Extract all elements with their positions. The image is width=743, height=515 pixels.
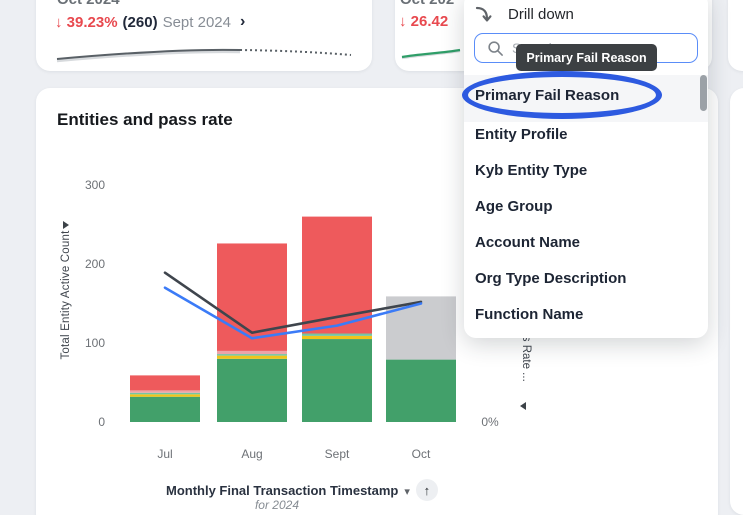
kpi-period: Oct 202: [400, 0, 454, 8]
sort-ascending-button[interactable]: ↑: [415, 479, 438, 501]
bar-green-segment[interactable]: [130, 396, 200, 422]
blue-line[interactable]: [163, 286, 423, 340]
bar-teal-segment[interactable]: [302, 333, 372, 336]
bar-gold-segment[interactable]: [302, 335, 372, 340]
bar-pink-segment[interactable]: [130, 390, 200, 393]
left-axis-tick: 100: [85, 336, 105, 350]
bar-green-segment[interactable]: [386, 359, 456, 422]
left-axis-label: Total Entity Active Count: [60, 230, 72, 360]
bar-gold-segment[interactable]: [130, 394, 200, 397]
x-axis-tick: Aug: [241, 447, 262, 461]
menu-item-primary-fail-reason[interactable]: Primary Fail Reason: [475, 87, 620, 104]
menu-item-function-name[interactable]: Function Name: [475, 306, 584, 323]
x-axis-tick: Jul: [157, 447, 172, 461]
menu-item-account-name[interactable]: Account Name: [475, 234, 581, 251]
axis-expand-right-icon[interactable]: [63, 221, 69, 229]
kpi-compare-period: Sept 2024: [162, 13, 231, 31]
x-axis-tick: Oct: [412, 447, 431, 461]
tooltip: Primary Fail Reason: [516, 44, 657, 71]
dark-line[interactable]: [163, 271, 423, 335]
entities-pass-rate-chart: 0 100 200 300 Jul Aug Sept Oct 0%: [85, 178, 499, 461]
x-axis-label[interactable]: Monthly Final Transaction Timestamp: [166, 482, 399, 498]
kpi-card-third-sliver: [728, 0, 743, 71]
x-axis-subtitle: for 2024: [254, 498, 300, 512]
menu-item-age-group[interactable]: Age Group: [475, 198, 553, 215]
right-axis-tick: 0%: [481, 415, 499, 429]
kpi-delta: ↓ 39.23%: [55, 13, 118, 31]
axis-collapse-left-icon[interactable]: [520, 402, 526, 410]
x-axis-tick: Sept: [325, 447, 350, 461]
bar-gold-segment[interactable]: [217, 355, 287, 359]
caret-down-icon[interactable]: ▾: [404, 485, 410, 498]
search-icon: [487, 40, 504, 57]
left-axis-tick: 0: [98, 415, 105, 429]
scrollbar-thumb[interactable]: [700, 75, 707, 111]
menu-item-org-type-description[interactable]: Org Type Description: [475, 270, 627, 287]
menu-item-entity-profile[interactable]: Entity Profile: [475, 126, 568, 143]
right-axis-label: ss Rate ...: [520, 330, 532, 382]
drilldown-title: Drill down: [508, 5, 574, 23]
drill-down-icon: [475, 6, 492, 22]
kpi-count: (260): [122, 13, 158, 31]
left-axis-tick: 300: [85, 178, 105, 192]
bar-green-segment[interactable]: [302, 339, 372, 422]
kpi-delta: ↓ 26.42: [399, 13, 449, 30]
menu-item-kyb-entity-type[interactable]: Kyb Entity Type: [475, 162, 588, 179]
kpi-sparkline: [56, 48, 352, 63]
bar-teal-segment[interactable]: [130, 392, 200, 395]
chevron-right-icon[interactable]: ›: [239, 13, 246, 30]
kpi-sparkline: [401, 48, 461, 60]
kpi-period: Oct 2024: [57, 0, 120, 8]
chart-title: Entities and pass rate: [57, 110, 233, 129]
kpi-card-entities: Oct 2024 ↓ 39.23% (260) Sept 2024 ›: [36, 0, 372, 71]
next-card-sliver: [730, 88, 743, 515]
bar-red-segment[interactable]: [130, 375, 200, 391]
left-axis-tick: 200: [85, 257, 105, 271]
bar-teal-segment[interactable]: [217, 354, 287, 356]
bar-pink-segment[interactable]: [217, 350, 287, 355]
bar-green-segment[interactable]: [217, 358, 287, 422]
